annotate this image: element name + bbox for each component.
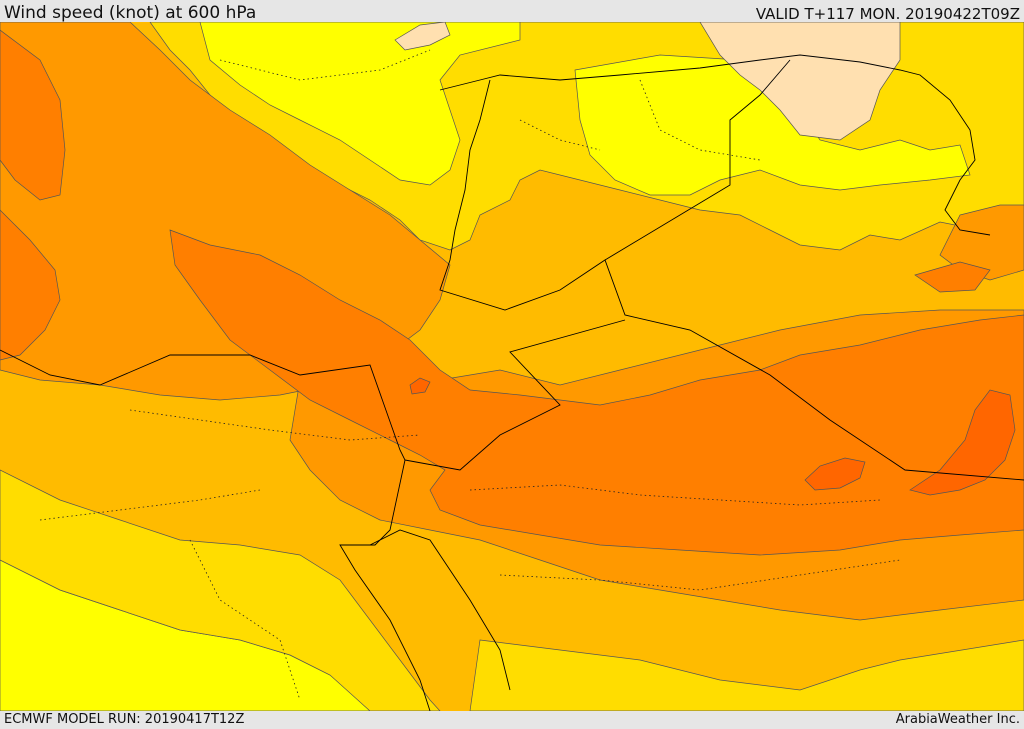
footer-bar: ECMWF MODEL RUN: 20190417T12Z ArabiaWeat… — [0, 711, 1024, 729]
band-6-small — [804, 457, 866, 491]
header-bar: Wind speed (knot) at 600 hPa VALID T+117… — [0, 0, 1024, 23]
band-0-ne — [699, 22, 901, 141]
band-5-east — [914, 261, 991, 293]
band-0-nw — [394, 22, 451, 51]
valid-time: VALID T+117 MON. 20190422T09Z — [755, 5, 1020, 23]
internal-borders — [39, 49, 901, 701]
band-2-southeast — [469, 639, 1024, 711]
wind-speed-map — [0, 22, 1024, 711]
band-5-west — [0, 29, 66, 201]
band-6-east — [909, 389, 1016, 496]
band-4-northeast — [939, 204, 1024, 281]
band-6-tiny — [409, 377, 431, 395]
borders — [0, 54, 1024, 711]
credit-label: ArabiaWeather Inc. — [895, 712, 1020, 727]
map-title: Wind speed (knot) at 600 hPa — [4, 3, 257, 23]
band-5-west-lower — [0, 209, 61, 361]
band-1-north — [199, 22, 521, 186]
model-run: ECMWF MODEL RUN: 20190417T12Z — [4, 712, 245, 727]
band-5-central — [169, 229, 1024, 556]
